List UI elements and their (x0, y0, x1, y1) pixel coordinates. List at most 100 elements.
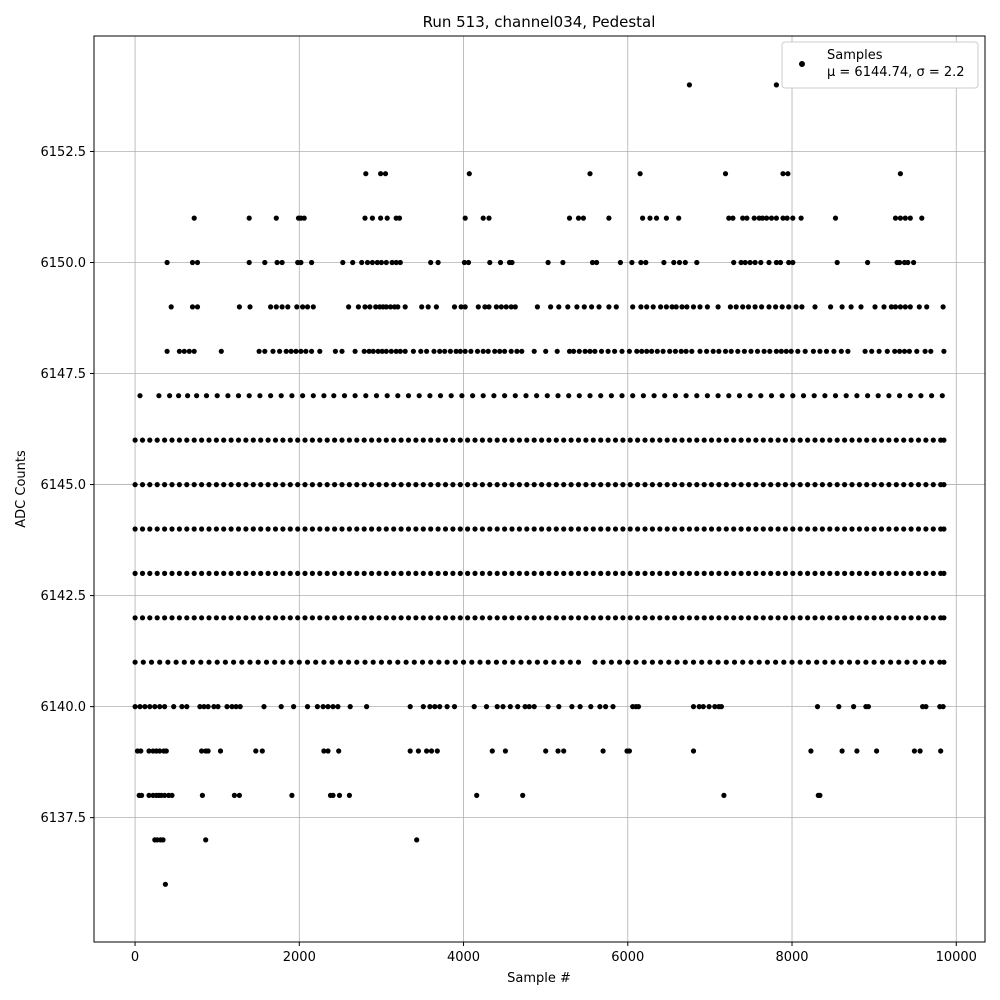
data-point (194, 393, 200, 399)
data-point (147, 615, 153, 621)
data-point (493, 304, 499, 310)
data-point (272, 526, 279, 532)
data-point (878, 437, 885, 443)
x-tick-label: 0 (131, 950, 139, 965)
data-point (321, 393, 327, 399)
data-point (336, 792, 343, 799)
data-point (310, 393, 316, 399)
data-point (907, 215, 913, 221)
data-point (923, 704, 929, 710)
data-point (915, 615, 922, 621)
data-point (651, 393, 657, 399)
data-point (846, 659, 853, 665)
data-point (553, 482, 559, 488)
data-point (444, 659, 450, 665)
data-point (561, 482, 567, 488)
data-point (941, 348, 947, 354)
data-point (378, 171, 384, 177)
data-point (250, 526, 256, 532)
data-point (929, 393, 935, 399)
data-point (287, 437, 293, 443)
data-point (486, 215, 492, 221)
data-point (355, 304, 361, 310)
x-tick-label: 4000 (447, 950, 480, 965)
data-point (715, 304, 721, 310)
data-point (568, 437, 574, 443)
data-point (217, 748, 224, 754)
data-point (605, 570, 611, 577)
data-point (642, 526, 648, 532)
data-point (683, 348, 689, 354)
data-point (512, 393, 518, 399)
data-point (553, 570, 559, 577)
data-point (302, 482, 308, 488)
data-point (561, 748, 567, 754)
data-point (627, 437, 633, 443)
data-point (309, 437, 315, 443)
data-point (181, 659, 187, 665)
data-point (848, 304, 854, 310)
data-point (139, 570, 146, 577)
data-point (414, 837, 420, 843)
data-point (627, 615, 633, 621)
data-point (272, 570, 279, 577)
data-point (341, 393, 348, 399)
data-point (472, 526, 478, 532)
data-point (812, 615, 818, 621)
data-point (526, 704, 532, 710)
data-point (598, 570, 604, 577)
data-point (531, 437, 537, 443)
data-point (793, 304, 799, 310)
data-point (768, 215, 775, 221)
data-point (612, 482, 619, 488)
data-point (213, 437, 219, 443)
data-point (708, 437, 715, 443)
data-point (627, 570, 633, 577)
data-point (273, 215, 279, 221)
data-point (892, 304, 899, 310)
data-point (373, 393, 380, 399)
data-point (194, 304, 201, 310)
data-point (694, 482, 700, 488)
data-point (863, 659, 869, 665)
data-point (384, 393, 390, 399)
data-point (712, 704, 718, 710)
data-point (694, 615, 700, 621)
data-point (598, 393, 604, 399)
data-point (790, 482, 796, 488)
data-point (147, 570, 153, 577)
data-point (508, 348, 514, 354)
data-point (391, 437, 397, 443)
data-point (268, 304, 274, 310)
data-point (707, 659, 713, 665)
data-point (797, 615, 803, 621)
data-point (588, 704, 594, 710)
data-point (543, 348, 549, 354)
data-point (516, 570, 523, 577)
data-point (229, 704, 235, 710)
data-point (881, 304, 887, 310)
data-point (383, 615, 389, 621)
data-point (309, 482, 315, 488)
data-point (878, 615, 885, 621)
data-point (916, 304, 922, 310)
data-point (283, 348, 289, 354)
data-point (758, 393, 764, 399)
data-point (551, 659, 557, 665)
data-point (235, 526, 242, 532)
data-point (871, 570, 877, 577)
data-point (941, 526, 947, 532)
data-point (686, 482, 693, 488)
data-point (939, 393, 945, 399)
data-point (625, 659, 631, 665)
data-point (777, 259, 784, 266)
data-point (428, 526, 434, 532)
data-point (184, 704, 190, 710)
data-point (313, 659, 319, 665)
data-point (502, 437, 508, 443)
data-point (908, 437, 914, 443)
data-point (398, 437, 404, 443)
data-point (546, 615, 552, 621)
data-point (498, 304, 504, 310)
data-point (718, 704, 725, 710)
